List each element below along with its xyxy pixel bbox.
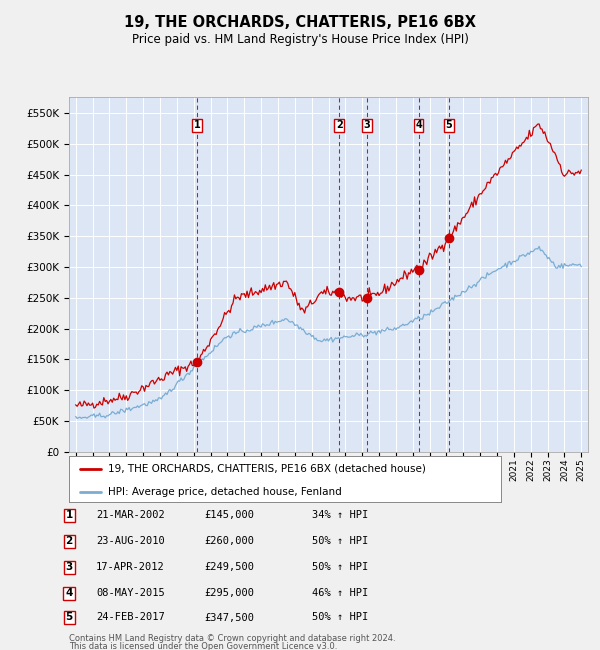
Text: 34% ↑ HPI: 34% ↑ HPI (312, 510, 368, 521)
Text: 5: 5 (446, 120, 452, 130)
Text: £347,500: £347,500 (204, 612, 254, 623)
Text: 50% ↑ HPI: 50% ↑ HPI (312, 536, 368, 547)
Text: 2: 2 (336, 120, 343, 130)
Text: 23-AUG-2010: 23-AUG-2010 (96, 536, 165, 547)
Text: 3: 3 (364, 120, 370, 130)
Text: 24-FEB-2017: 24-FEB-2017 (96, 612, 165, 623)
Text: 50% ↑ HPI: 50% ↑ HPI (312, 612, 368, 623)
Text: Price paid vs. HM Land Registry's House Price Index (HPI): Price paid vs. HM Land Registry's House … (131, 32, 469, 46)
Text: 4: 4 (415, 120, 422, 130)
Text: 21-MAR-2002: 21-MAR-2002 (96, 510, 165, 521)
Text: 08-MAY-2015: 08-MAY-2015 (96, 588, 165, 599)
Text: 46% ↑ HPI: 46% ↑ HPI (312, 588, 368, 599)
Text: 17-APR-2012: 17-APR-2012 (96, 562, 165, 573)
Text: 5: 5 (65, 612, 73, 623)
Text: £249,500: £249,500 (204, 562, 254, 573)
Text: 50% ↑ HPI: 50% ↑ HPI (312, 562, 368, 573)
Text: 3: 3 (65, 562, 73, 573)
Text: 4: 4 (65, 588, 73, 599)
Text: £145,000: £145,000 (204, 510, 254, 521)
Text: £295,000: £295,000 (204, 588, 254, 599)
Text: 1: 1 (65, 510, 73, 521)
Text: Contains HM Land Registry data © Crown copyright and database right 2024.: Contains HM Land Registry data © Crown c… (69, 634, 395, 643)
Text: 19, THE ORCHARDS, CHATTERIS, PE16 6BX: 19, THE ORCHARDS, CHATTERIS, PE16 6BX (124, 15, 476, 31)
Text: 1: 1 (194, 120, 200, 130)
Text: 2: 2 (65, 536, 73, 547)
Text: 19, THE ORCHARDS, CHATTERIS, PE16 6BX (detached house): 19, THE ORCHARDS, CHATTERIS, PE16 6BX (d… (108, 463, 426, 474)
Text: HPI: Average price, detached house, Fenland: HPI: Average price, detached house, Fenl… (108, 487, 341, 497)
Text: £260,000: £260,000 (204, 536, 254, 547)
Text: This data is licensed under the Open Government Licence v3.0.: This data is licensed under the Open Gov… (69, 642, 337, 650)
